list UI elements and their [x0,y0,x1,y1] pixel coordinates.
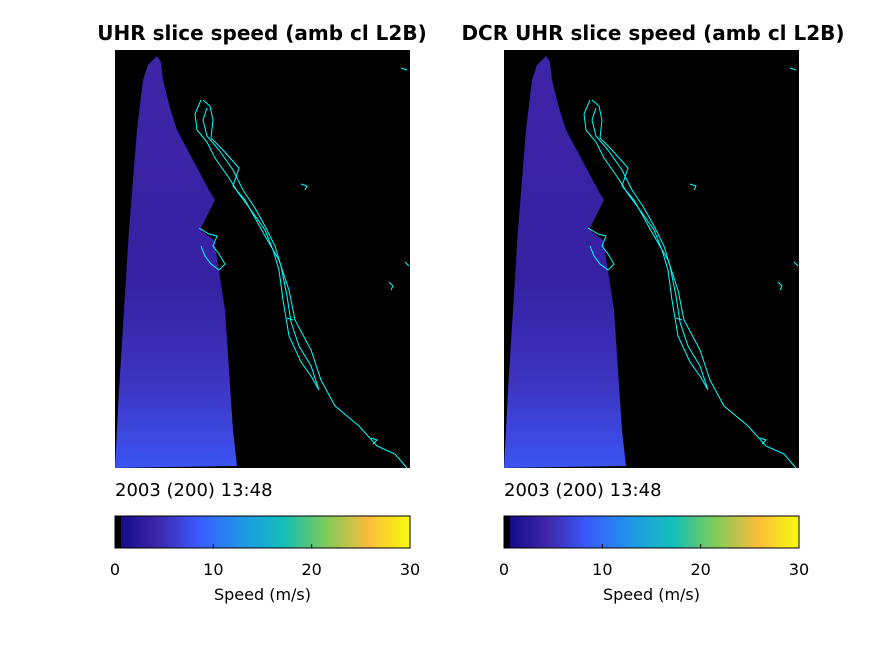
colorbar-border [114,515,411,549]
colorbar-tick-label: 20 [690,560,710,579]
island-coastline [400,67,408,71]
panel-title: UHR slice speed (amb cl L2B) [97,21,426,45]
timestamp-label: 2003 (200) 13:48 [504,480,662,501]
colorbar-tick-label: 0 [499,560,509,579]
colorbar-nodata-segment [504,516,510,548]
coastline-3 [198,227,226,271]
colorbar-tick-label: 10 [203,560,223,579]
island-coastline [300,183,308,191]
colorbar-label: Speed (m/s) [603,585,700,604]
colorbar-tick-label: 10 [592,560,612,579]
panel-1: UHR slice speed (amb cl L2B) 2003 (200) 1… [97,21,426,604]
colorbar [115,516,410,548]
colorbar [504,516,799,548]
colorbar-tick-label: 30 [789,560,809,579]
panel-title: DCR UHR slice speed (amb cl L2B) [461,21,844,45]
wind-speed-swath [115,56,237,468]
island-coastline [388,281,394,291]
coastline-2 [583,99,709,391]
coastline-3 [587,227,615,271]
island-coastline [789,67,797,71]
island-coastline [675,317,683,321]
wind-speed-swath [504,56,626,468]
colorbar-nodata-segment [115,516,121,548]
island-coastline [286,317,294,321]
panel-2: DCR UHR slice speed (amb cl L2B) 2003 (20… [461,21,844,604]
timestamp-label: 2003 (200) 13:48 [115,480,273,501]
colorbar-tick-label: 30 [400,560,420,579]
island-coastline [793,261,799,267]
colorbar-border [503,515,800,549]
colorbar-tick-label: 0 [110,560,120,579]
colorbar-label: Speed (m/s) [214,585,311,604]
island-coastline [370,437,378,445]
island-coastline [404,261,410,267]
island-coastline [759,437,767,445]
colorbar-tick-label: 20 [301,560,321,579]
island-coastline [689,183,697,191]
coastline-2 [194,99,320,391]
island-coastline [777,281,783,291]
